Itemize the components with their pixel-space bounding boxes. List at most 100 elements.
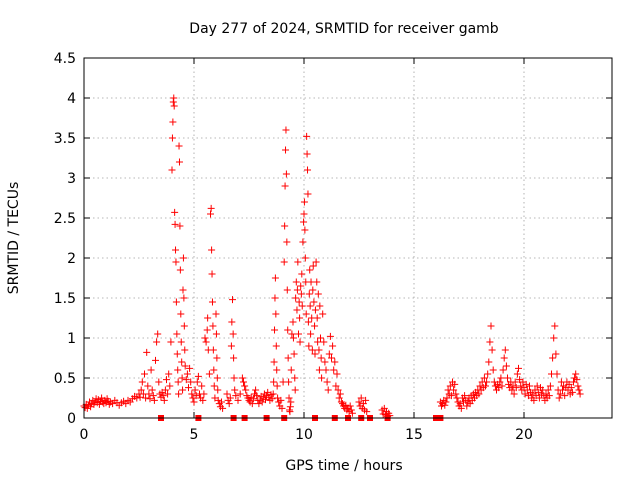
data-point bbox=[333, 370, 341, 378]
y-tick-label: 2 bbox=[67, 251, 76, 267]
y-tick-label: 4 bbox=[67, 91, 76, 107]
data-point bbox=[225, 400, 233, 408]
data-point bbox=[512, 384, 520, 392]
data-point bbox=[475, 390, 483, 398]
data-point bbox=[533, 382, 541, 390]
data-point bbox=[305, 342, 313, 350]
data-point bbox=[497, 374, 505, 382]
data-point bbox=[209, 346, 217, 354]
data-point bbox=[142, 394, 150, 402]
data-point bbox=[498, 382, 506, 390]
data-point bbox=[208, 298, 216, 306]
data-point bbox=[174, 366, 182, 374]
data-point bbox=[511, 378, 519, 386]
data-point bbox=[311, 306, 319, 314]
data-point bbox=[138, 378, 146, 386]
data-point bbox=[313, 314, 321, 322]
data-point bbox=[542, 390, 550, 398]
data-point bbox=[324, 386, 332, 394]
data-point bbox=[485, 358, 493, 366]
data-point bbox=[283, 238, 291, 246]
data-point bbox=[347, 406, 355, 414]
data-point bbox=[271, 274, 279, 282]
data-point bbox=[357, 394, 365, 402]
data-point bbox=[83, 404, 91, 412]
data-point bbox=[185, 384, 192, 392]
data-point bbox=[552, 350, 560, 358]
data-point bbox=[318, 374, 326, 382]
data-point bbox=[165, 370, 173, 378]
data-point bbox=[176, 266, 184, 274]
data-point bbox=[240, 378, 247, 386]
data-point bbox=[291, 374, 299, 382]
data-point bbox=[172, 258, 180, 266]
data-point bbox=[281, 222, 289, 230]
data-point bbox=[270, 378, 278, 386]
data-point bbox=[489, 366, 497, 374]
data-point bbox=[313, 278, 321, 286]
data-point bbox=[178, 358, 186, 366]
data-point bbox=[515, 364, 522, 372]
data-point bbox=[198, 382, 206, 390]
data-point bbox=[504, 374, 511, 382]
data-point bbox=[298, 270, 306, 278]
data-point bbox=[161, 386, 169, 394]
data-point bbox=[137, 386, 145, 394]
data-point bbox=[303, 132, 311, 140]
data-point bbox=[292, 294, 300, 302]
data-point bbox=[143, 348, 151, 356]
data-point bbox=[304, 318, 312, 326]
data-point bbox=[173, 330, 181, 338]
data-point bbox=[181, 362, 189, 370]
data-point bbox=[218, 398, 225, 406]
data-point bbox=[207, 210, 214, 218]
data-point bbox=[201, 334, 209, 342]
data-point bbox=[289, 318, 297, 326]
data-point bbox=[186, 364, 194, 372]
data-point bbox=[155, 378, 163, 386]
data-point bbox=[304, 190, 312, 198]
data-point bbox=[535, 394, 543, 402]
data-point bbox=[252, 386, 260, 394]
data-point bbox=[248, 400, 256, 408]
data-point bbox=[176, 222, 184, 230]
data-point bbox=[178, 374, 186, 382]
data-point bbox=[300, 210, 308, 218]
data-point bbox=[291, 386, 299, 394]
data-point bbox=[268, 395, 276, 403]
data-point bbox=[567, 384, 575, 392]
data-point bbox=[194, 372, 202, 380]
data-point bbox=[200, 390, 208, 398]
data-point bbox=[229, 296, 236, 304]
data-point bbox=[181, 346, 189, 354]
data-point bbox=[253, 392, 261, 400]
data-point bbox=[167, 338, 175, 346]
data-point bbox=[441, 401, 449, 409]
data-point bbox=[555, 394, 563, 402]
data-point bbox=[288, 330, 296, 338]
data-point bbox=[521, 390, 529, 398]
data-point bbox=[303, 150, 311, 158]
data-point bbox=[550, 334, 558, 342]
data-point bbox=[545, 392, 553, 400]
data-point bbox=[307, 330, 315, 338]
data-point bbox=[169, 118, 177, 126]
data-point bbox=[289, 334, 297, 342]
data-point bbox=[159, 392, 167, 400]
data-point bbox=[510, 390, 518, 398]
data-point bbox=[311, 350, 319, 358]
data-point bbox=[272, 342, 280, 350]
data-point bbox=[317, 334, 324, 342]
data-point bbox=[282, 126, 290, 134]
data-point bbox=[210, 382, 218, 390]
data-point bbox=[287, 398, 295, 406]
x-tick-labels: 0 5 10 15 20 bbox=[80, 427, 533, 443]
data-point bbox=[312, 258, 320, 266]
data-point bbox=[148, 386, 156, 394]
data-point bbox=[309, 262, 317, 270]
y-tick-labels: 0 0.5 1 1.5 2 2.5 3 3.5 4 4.5 bbox=[54, 51, 76, 427]
data-point bbox=[171, 220, 179, 228]
data-point bbox=[293, 306, 301, 314]
